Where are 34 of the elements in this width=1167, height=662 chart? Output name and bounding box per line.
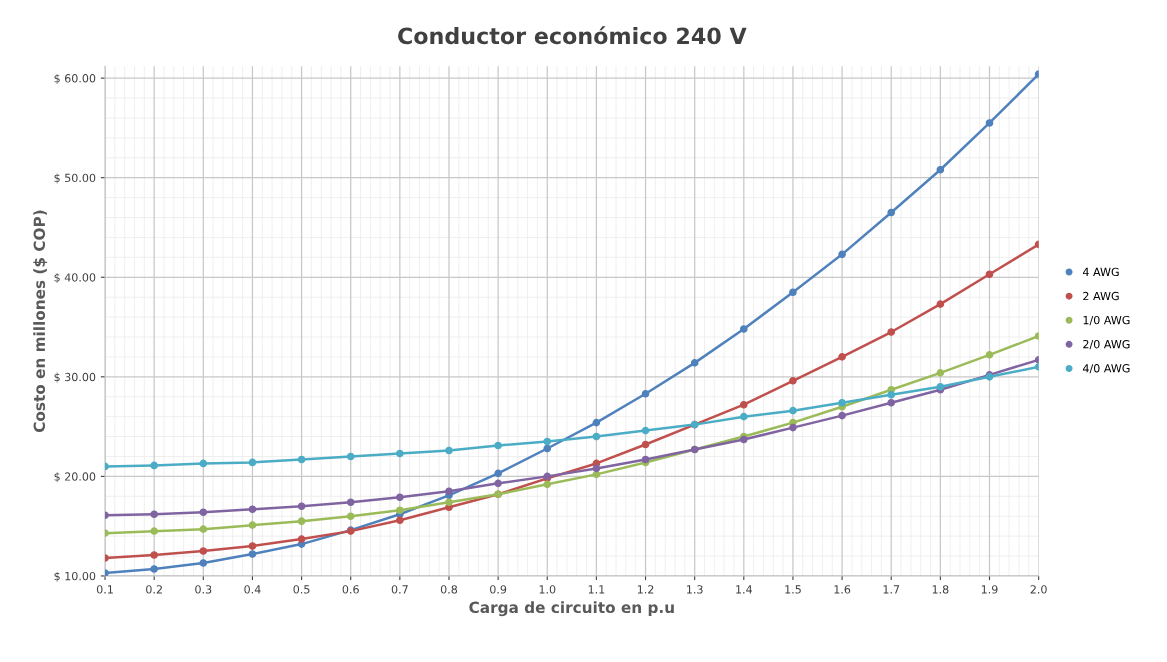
x-tick-label: 1.8 (932, 585, 949, 594)
x-tick-label: 1.0 (539, 585, 556, 594)
legend-label: 1/0 AWG (1083, 315, 1130, 326)
x-tick-label: 1.7 (883, 585, 900, 594)
legend-label: 2/0 AWG (1083, 339, 1130, 350)
y-tick-label: $ 50.00 (54, 173, 96, 184)
x-tick-label: 1.2 (637, 585, 654, 594)
x-tick-label: 0.2 (146, 585, 162, 594)
x-tick-label: 1.1 (588, 585, 605, 594)
legend-label: 4/0 AWG (1082, 364, 1130, 374)
x-tick-label: 1.5 (785, 585, 801, 594)
x-tick-label: 2.0 (1030, 585, 1047, 594)
x-tick-label: 0.5 (293, 585, 310, 594)
x-tick-label: 0.7 (391, 585, 408, 594)
y-axis-title: Costo en millones ($ COP) (33, 210, 48, 433)
x-tick-label: 0.8 (440, 585, 458, 594)
x-axis-title: Carga de circuito en p.u (469, 601, 674, 617)
chart-title: Conductor económico 240 V (398, 26, 747, 45)
legend-label: 4 AWG (1082, 267, 1119, 277)
x-tick-label: 0.4 (244, 585, 261, 594)
x-tick-label: 1.9 (981, 585, 998, 594)
y-tick-label: $ 20.00 (54, 472, 96, 483)
legend-label: 2 AWG (1083, 291, 1119, 301)
y-tick-label: $ 30.00 (54, 372, 96, 383)
x-tick-label: 0.3 (195, 585, 212, 594)
x-tick-label: 1.6 (834, 585, 851, 594)
y-tick-label: $ 60.00 (54, 73, 96, 84)
y-tick-label: $ 40.00 (54, 273, 96, 284)
x-tick-label: 1.3 (687, 585, 703, 594)
x-tick-label: 0.6 (342, 585, 359, 594)
y-tick-label: $ 10.00 (54, 571, 96, 582)
x-tick-label: 0.9 (490, 585, 507, 594)
x-tick-label: 0.1 (96, 585, 113, 594)
x-tick-label: 1.4 (736, 585, 753, 594)
